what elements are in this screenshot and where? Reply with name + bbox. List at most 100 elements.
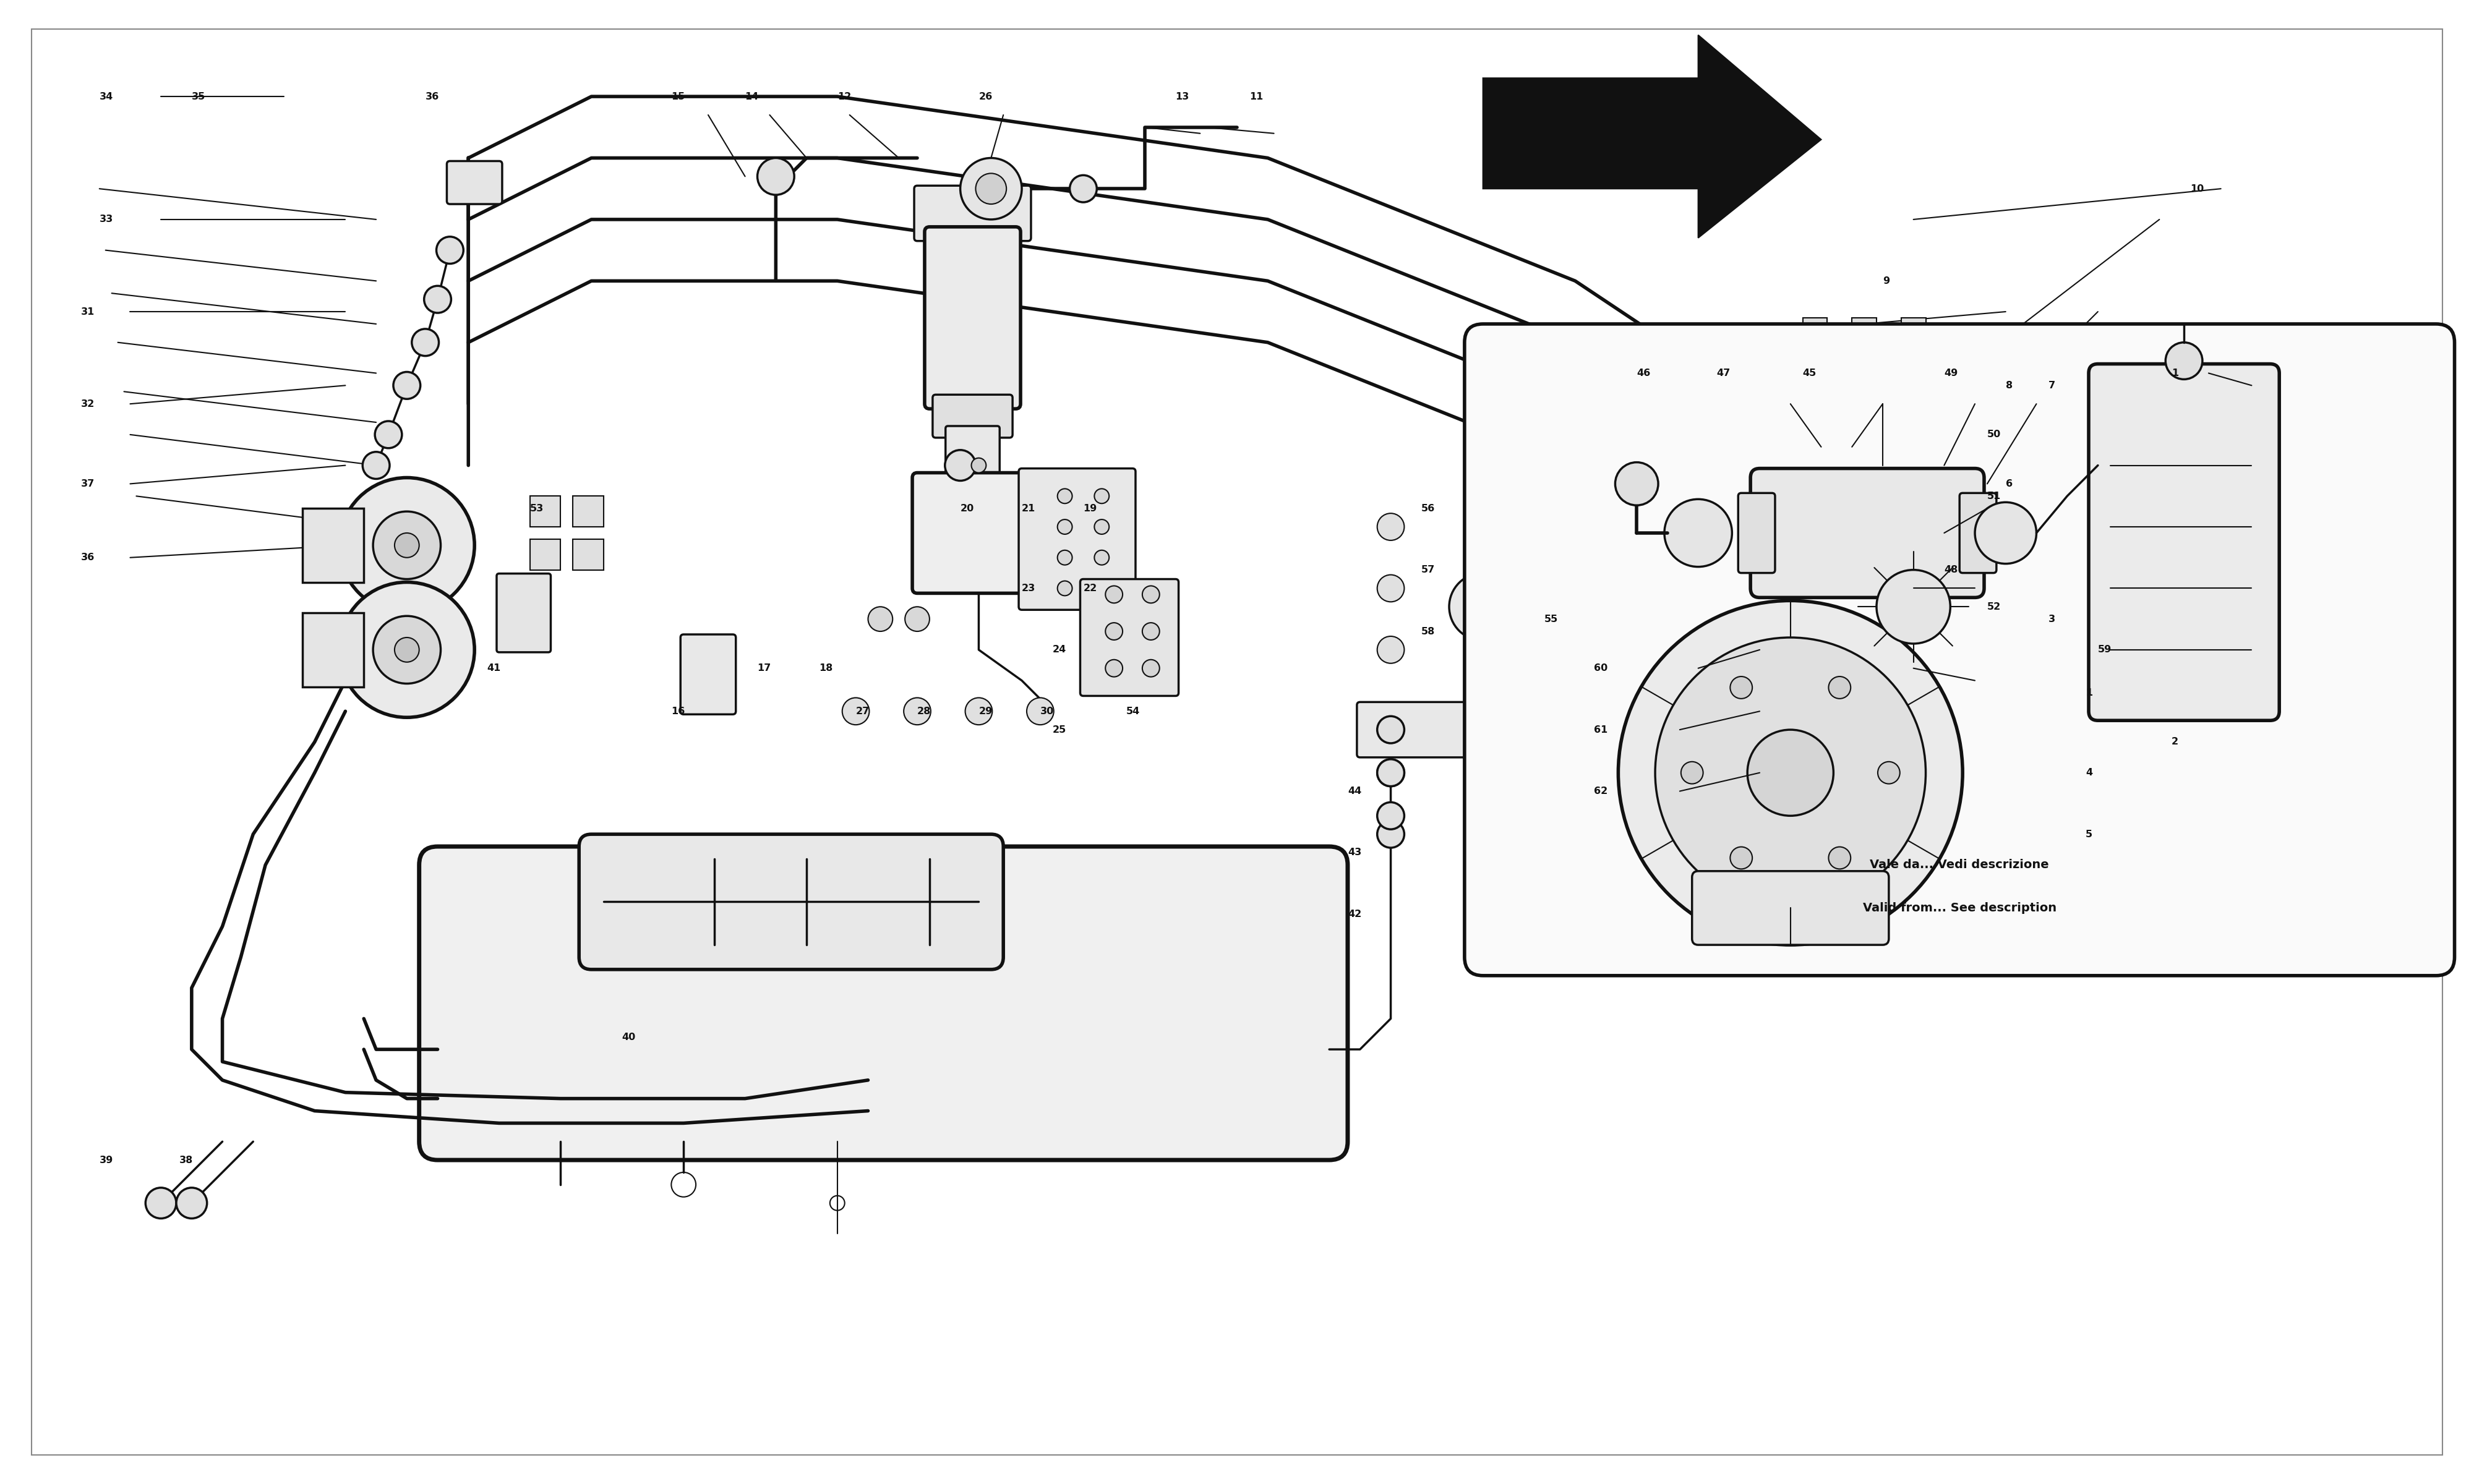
- Circle shape: [1378, 803, 1405, 830]
- Circle shape: [1378, 637, 1405, 663]
- Text: 21: 21: [1022, 503, 1037, 513]
- Circle shape: [2165, 343, 2202, 380]
- Text: 25: 25: [1051, 726, 1066, 735]
- Circle shape: [374, 616, 440, 684]
- Text: 62: 62: [1593, 787, 1608, 795]
- Text: 42: 42: [1348, 910, 1361, 919]
- Text: 10: 10: [2189, 184, 2204, 193]
- Text: 43: 43: [1348, 847, 1361, 858]
- Text: 27: 27: [856, 706, 868, 715]
- Circle shape: [1143, 623, 1160, 640]
- Circle shape: [1729, 677, 1752, 699]
- Text: 24: 24: [1051, 646, 1066, 654]
- Text: 30: 30: [1039, 706, 1054, 715]
- FancyBboxPatch shape: [1692, 871, 1888, 945]
- Text: 33: 33: [99, 215, 114, 224]
- Text: 49: 49: [1945, 368, 1957, 378]
- Text: 1: 1: [2172, 368, 2180, 378]
- Text: 58: 58: [1423, 626, 1435, 637]
- Circle shape: [1056, 488, 1071, 503]
- FancyBboxPatch shape: [418, 846, 1348, 1160]
- Text: 2: 2: [2172, 738, 2180, 746]
- FancyBboxPatch shape: [913, 473, 1044, 594]
- Circle shape: [1094, 551, 1108, 565]
- Text: 34: 34: [99, 92, 114, 101]
- Text: 29: 29: [980, 706, 992, 715]
- Circle shape: [905, 607, 930, 631]
- Circle shape: [1094, 580, 1108, 595]
- Circle shape: [1378, 574, 1405, 603]
- Circle shape: [339, 582, 475, 717]
- Circle shape: [1056, 519, 1071, 534]
- Circle shape: [1378, 760, 1405, 787]
- FancyBboxPatch shape: [945, 426, 999, 487]
- FancyBboxPatch shape: [1752, 469, 1984, 598]
- Circle shape: [1875, 570, 1950, 644]
- Circle shape: [393, 372, 421, 399]
- Circle shape: [1450, 573, 1517, 641]
- Circle shape: [1106, 586, 1123, 603]
- FancyBboxPatch shape: [1739, 493, 1774, 573]
- Circle shape: [1143, 586, 1160, 603]
- Text: 47: 47: [1717, 368, 1729, 378]
- Circle shape: [1465, 589, 1499, 623]
- Text: 61: 61: [1593, 726, 1608, 735]
- Circle shape: [1974, 502, 2036, 564]
- FancyBboxPatch shape: [579, 834, 1004, 969]
- Text: 14: 14: [745, 92, 760, 101]
- Circle shape: [1729, 847, 1752, 870]
- Circle shape: [1027, 697, 1054, 724]
- Polygon shape: [1482, 36, 1821, 237]
- Circle shape: [1378, 513, 1405, 540]
- Circle shape: [364, 451, 388, 479]
- Circle shape: [972, 459, 987, 473]
- Text: 54: 54: [1126, 706, 1141, 715]
- Circle shape: [960, 157, 1022, 220]
- Circle shape: [1747, 730, 1833, 816]
- Bar: [1853, 318, 1875, 343]
- Text: 51: 51: [1987, 491, 2001, 500]
- Text: 52: 52: [1987, 603, 2001, 611]
- Text: 45: 45: [1804, 368, 1816, 378]
- Text: 17: 17: [757, 663, 772, 672]
- Text: 16: 16: [670, 706, 685, 715]
- Circle shape: [393, 638, 418, 662]
- Circle shape: [841, 697, 868, 724]
- Bar: [529, 539, 562, 570]
- FancyBboxPatch shape: [1019, 469, 1136, 610]
- Text: 18: 18: [819, 663, 834, 672]
- FancyBboxPatch shape: [680, 635, 735, 714]
- Text: 46: 46: [1638, 368, 1650, 378]
- Bar: [574, 539, 604, 570]
- Text: Vale da... Vedi descrizione: Vale da... Vedi descrizione: [1870, 859, 2048, 871]
- Circle shape: [423, 286, 450, 313]
- Bar: [574, 496, 604, 527]
- Text: 7: 7: [2048, 381, 2056, 390]
- Text: 26: 26: [980, 92, 992, 101]
- Circle shape: [176, 1187, 208, 1218]
- Circle shape: [868, 607, 893, 631]
- Text: 8: 8: [2006, 381, 2011, 390]
- Circle shape: [1106, 623, 1123, 640]
- Text: 22: 22: [1084, 583, 1096, 594]
- Circle shape: [1378, 821, 1405, 847]
- FancyBboxPatch shape: [448, 162, 502, 205]
- Text: Valid from... See description: Valid from... See description: [1863, 902, 2056, 914]
- Circle shape: [1828, 847, 1851, 870]
- Text: 59: 59: [2098, 646, 2113, 654]
- Text: 50: 50: [1987, 430, 2001, 439]
- Text: 28: 28: [918, 706, 930, 715]
- Circle shape: [435, 236, 463, 264]
- Text: 13: 13: [1175, 92, 1190, 101]
- Circle shape: [1056, 551, 1071, 565]
- Text: 3: 3: [2048, 614, 2056, 623]
- Circle shape: [393, 533, 418, 558]
- Circle shape: [376, 421, 401, 448]
- FancyBboxPatch shape: [925, 227, 1022, 408]
- Bar: [1804, 318, 1828, 343]
- FancyBboxPatch shape: [497, 573, 552, 653]
- Circle shape: [945, 450, 975, 481]
- Circle shape: [1665, 499, 1732, 567]
- FancyBboxPatch shape: [1465, 324, 2454, 975]
- Text: 41: 41: [487, 663, 500, 672]
